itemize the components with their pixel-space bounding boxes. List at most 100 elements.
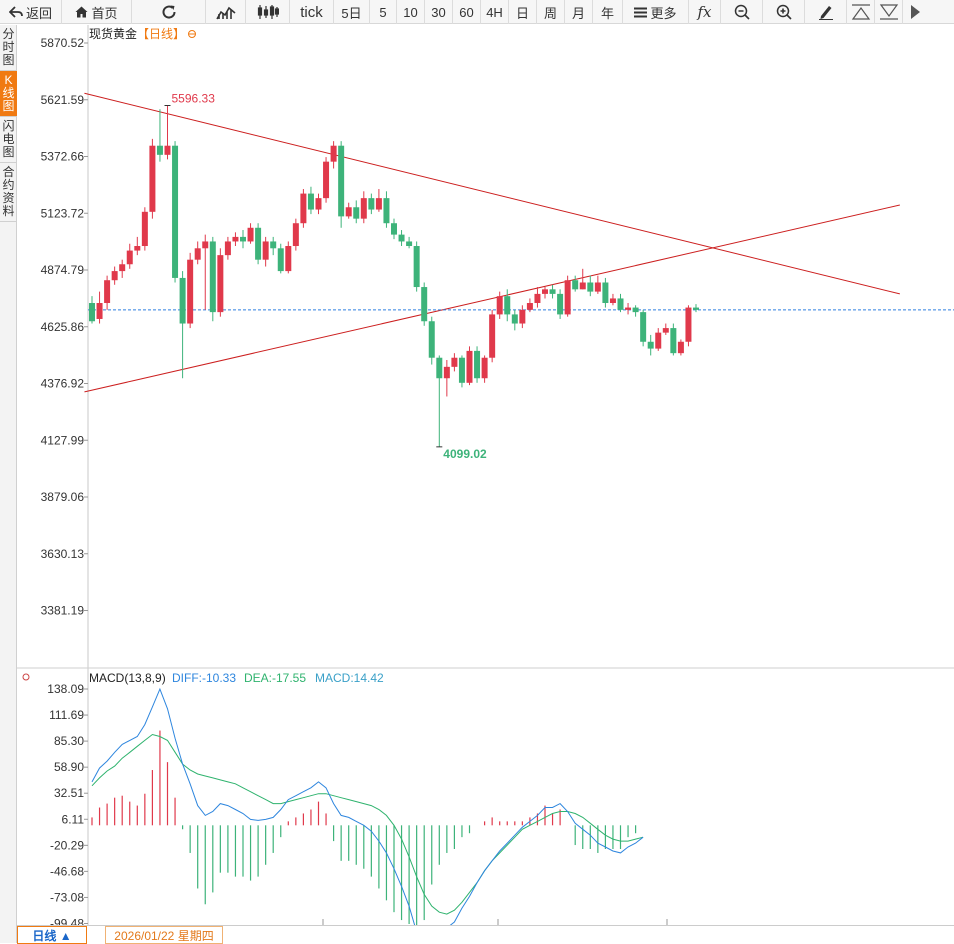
candle-body	[375, 198, 382, 210]
candle-body	[292, 223, 299, 247]
candle-body	[557, 293, 564, 315]
candle-body	[255, 227, 262, 260]
candle-body	[466, 350, 473, 383]
candle-body	[421, 287, 428, 322]
candle-body	[655, 332, 662, 349]
candle-body	[564, 280, 571, 315]
macd-y-tick-label: 111.69	[49, 708, 84, 722]
candle-body	[232, 236, 239, 242]
candle-body	[534, 293, 541, 304]
candle-body	[353, 207, 360, 219]
macd-y-tick-label: 85.30	[54, 734, 84, 748]
period-day-button[interactable]: 日	[509, 0, 537, 24]
period-4h-button[interactable]: 4H	[481, 0, 509, 24]
triangle-fill-icon	[911, 5, 920, 19]
draw-extra-button[interactable]	[903, 0, 927, 24]
period-5day-button[interactable]: 5日	[334, 0, 370, 24]
back-arrow-icon	[8, 6, 23, 18]
candle-body	[360, 198, 367, 219]
period-60min-button[interactable]: 60	[453, 0, 481, 24]
candle-body	[323, 161, 330, 199]
macd-y-tick-label: -46.68	[50, 864, 84, 878]
period-week-button[interactable]: 周	[537, 0, 565, 24]
candle-body	[406, 241, 413, 247]
candle-body	[194, 248, 201, 260]
tab-flash[interactable]: 闪电图	[0, 117, 17, 163]
macd-diff-label: DIFF:-10.33	[172, 671, 236, 685]
period-select-button[interactable]: 日线 ▲	[17, 926, 87, 944]
candle-body	[224, 241, 231, 256]
draw-pen-button[interactable]	[805, 0, 847, 24]
toolbar: 返回 首页 tick 5日 5 10 30 60 4H 日 周 月 年 更多 f…	[0, 0, 954, 24]
macd-y-tick-label: -99.48	[50, 917, 84, 926]
draw-up-triangle-button[interactable]	[847, 0, 875, 24]
candle-body	[156, 145, 163, 155]
macd-settings-icon	[22, 673, 30, 681]
y-tick-label: 3879.06	[41, 490, 85, 504]
draw-down-triangle-button[interactable]	[875, 0, 903, 24]
high-price-label: 5596.33	[172, 92, 216, 106]
tab-contract-info[interactable]: 合约资料	[0, 163, 17, 222]
chart-type-button[interactable]	[206, 0, 246, 24]
home-button[interactable]: 首页	[62, 0, 132, 24]
macd-value-label: MACD:14.42	[315, 671, 384, 685]
down-triangle-icon	[879, 4, 898, 20]
period-10min-button[interactable]: 10	[397, 0, 425, 24]
candle-body	[413, 246, 420, 288]
candle-body	[164, 145, 171, 155]
back-button[interactable]: 返回	[0, 0, 62, 24]
candle-body	[111, 271, 118, 281]
macd-y-tick-label: 138.09	[47, 682, 84, 696]
candle-body	[549, 289, 556, 294]
candle-body	[345, 207, 352, 217]
cursor-date-label: 2026/01/22 星期四	[105, 926, 223, 944]
candlestick-button[interactable]	[246, 0, 290, 24]
tick-button[interactable]: tick	[290, 0, 334, 24]
period-year-button[interactable]: 年	[593, 0, 623, 24]
indicator-fx-button[interactable]: fx	[689, 0, 721, 24]
candle-body	[187, 259, 194, 324]
candle-body	[300, 193, 307, 224]
candle-body	[458, 357, 465, 383]
candle-body	[436, 357, 443, 379]
candle-body	[670, 328, 677, 354]
period-30min-button[interactable]: 30	[425, 0, 453, 24]
tab-kline[interactable]: K线图	[0, 71, 17, 117]
candle-body	[202, 241, 209, 249]
candle-body	[315, 198, 322, 210]
mountain-chart-icon	[215, 6, 236, 20]
zoom-in-icon	[776, 4, 792, 20]
bottom-bar: 日线 ▲ 2026/01/22 星期四	[17, 925, 954, 944]
y-tick-label: 4376.92	[41, 377, 85, 391]
period-month-button[interactable]: 月	[565, 0, 593, 24]
chart-title: 现货黄金	[89, 26, 137, 41]
macd-y-tick-label: 58.90	[54, 760, 84, 774]
zoom-in-button[interactable]	[763, 0, 805, 24]
up-triangle-icon	[851, 4, 870, 20]
zoom-out-button[interactable]	[721, 0, 763, 24]
candle-body	[217, 255, 224, 313]
candle-body	[632, 307, 639, 313]
candle-body	[307, 193, 314, 210]
period-tag: 【日线】	[137, 27, 185, 41]
more-button[interactable]: 更多	[623, 0, 689, 24]
low-price-label: 4099.02	[443, 447, 487, 461]
tab-intraday[interactable]: 分时图	[0, 25, 17, 71]
y-tick-label: 5123.72	[41, 206, 85, 220]
y-tick-label: 4874.79	[41, 263, 85, 277]
y-tick-label: 4127.99	[41, 433, 85, 447]
candle-body	[617, 298, 624, 310]
pen-icon	[818, 6, 833, 20]
menu-icon	[634, 7, 648, 17]
candle-body	[685, 307, 692, 342]
macd-y-tick-label: 6.11	[62, 812, 85, 826]
candle-body	[602, 282, 609, 304]
macd-y-tick-label: 32.51	[54, 786, 84, 800]
candle-body	[179, 277, 186, 324]
period-5min-button[interactable]: 5	[370, 0, 397, 24]
candle-body	[285, 246, 292, 272]
back-label: 返回	[25, 5, 52, 21]
refresh-button[interactable]	[132, 0, 206, 24]
candle-body	[443, 366, 450, 379]
chart-area[interactable]: 5870.52 5621.59 5372.66 5123.72 4874.79 4625.…	[17, 25, 954, 925]
